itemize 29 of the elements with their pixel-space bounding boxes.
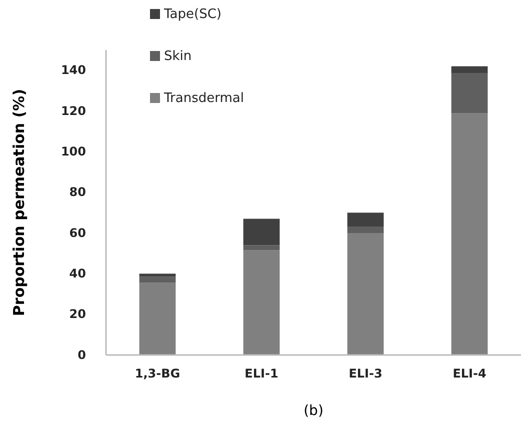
- legend-label: Transdermal: [163, 91, 244, 106]
- bar: [139, 276, 176, 283]
- bar: [243, 218, 280, 246]
- bar: [139, 274, 176, 277]
- x-tick-label: ELI-3: [348, 366, 382, 381]
- bar: [347, 212, 384, 227]
- y-tick-label: 40: [69, 266, 86, 281]
- x-tick-label: ELI-1: [244, 366, 278, 381]
- bar: [347, 233, 384, 355]
- y-tick-label: 20: [69, 307, 86, 322]
- legend-label: Tape(SC): [163, 7, 222, 22]
- y-tick-label: 80: [69, 185, 86, 200]
- y-axis-title: Proportion permeation (%): [10, 88, 28, 316]
- bar: [451, 66, 488, 74]
- y-tick-label: 100: [60, 144, 86, 159]
- bar: [451, 73, 488, 114]
- y-tick-label: 0: [78, 348, 86, 362]
- legend-label: Skin: [164, 49, 192, 64]
- bar: [347, 226, 384, 233]
- x-tick-label: ELI-4: [452, 366, 486, 381]
- text: (b): [304, 403, 324, 419]
- y-tick-label: 60: [69, 226, 86, 240]
- y-tick-label: 120: [60, 104, 86, 118]
- y-tick-label: 140: [60, 63, 86, 78]
- bar: [451, 113, 488, 355]
- bar: [139, 282, 176, 355]
- bar: [243, 250, 280, 355]
- bar: [243, 245, 280, 250]
- x-tick-label: 1,3-BG: [134, 366, 180, 381]
